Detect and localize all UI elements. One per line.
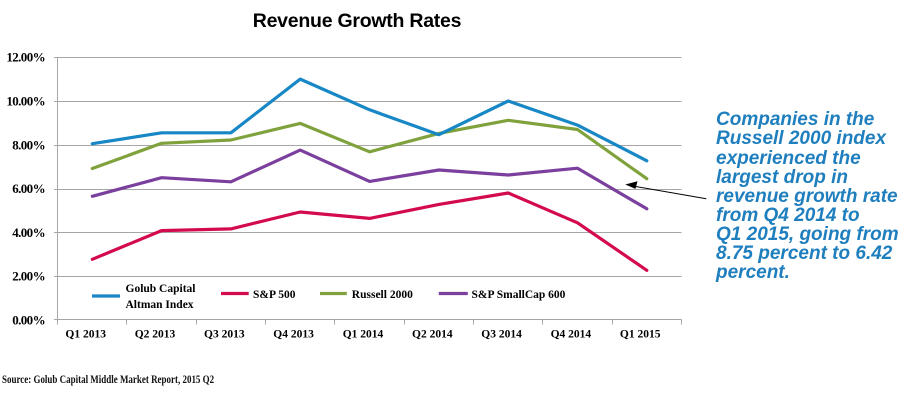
- svg-text:Q4 2014: Q4 2014: [551, 329, 592, 341]
- svg-text:Russell 2000: Russell 2000: [352, 289, 413, 301]
- svg-text:Golub Capital: Golub Capital: [126, 283, 196, 295]
- svg-text:Q2 2014: Q2 2014: [412, 329, 453, 341]
- svg-text:Q1 2015: Q1 2015: [620, 329, 661, 341]
- svg-text:Altman Index: Altman Index: [126, 299, 194, 311]
- svg-text:Q2 2013: Q2 2013: [135, 329, 176, 341]
- svg-text:10.00%: 10.00%: [6, 94, 45, 109]
- svg-text:S&P 500: S&P 500: [253, 289, 296, 301]
- svg-text:0.00%: 0.00%: [12, 313, 45, 328]
- svg-text:12.00%: 12.00%: [6, 50, 45, 65]
- svg-text:Q1 2014: Q1 2014: [343, 329, 384, 341]
- svg-text:8.00%: 8.00%: [12, 137, 45, 152]
- svg-text:Q4 2013: Q4 2013: [273, 329, 314, 341]
- svg-text:Q1 2013: Q1 2013: [65, 329, 106, 341]
- svg-text:6.00%: 6.00%: [12, 181, 45, 196]
- svg-text:Q3 2014: Q3 2014: [481, 329, 522, 341]
- svg-text:Q3 2013: Q3 2013: [204, 329, 245, 341]
- svg-text:2.00%: 2.00%: [12, 269, 45, 284]
- svg-text:4.00%: 4.00%: [12, 225, 45, 240]
- svg-text:S&P SmallCap 600: S&P SmallCap 600: [472, 289, 566, 301]
